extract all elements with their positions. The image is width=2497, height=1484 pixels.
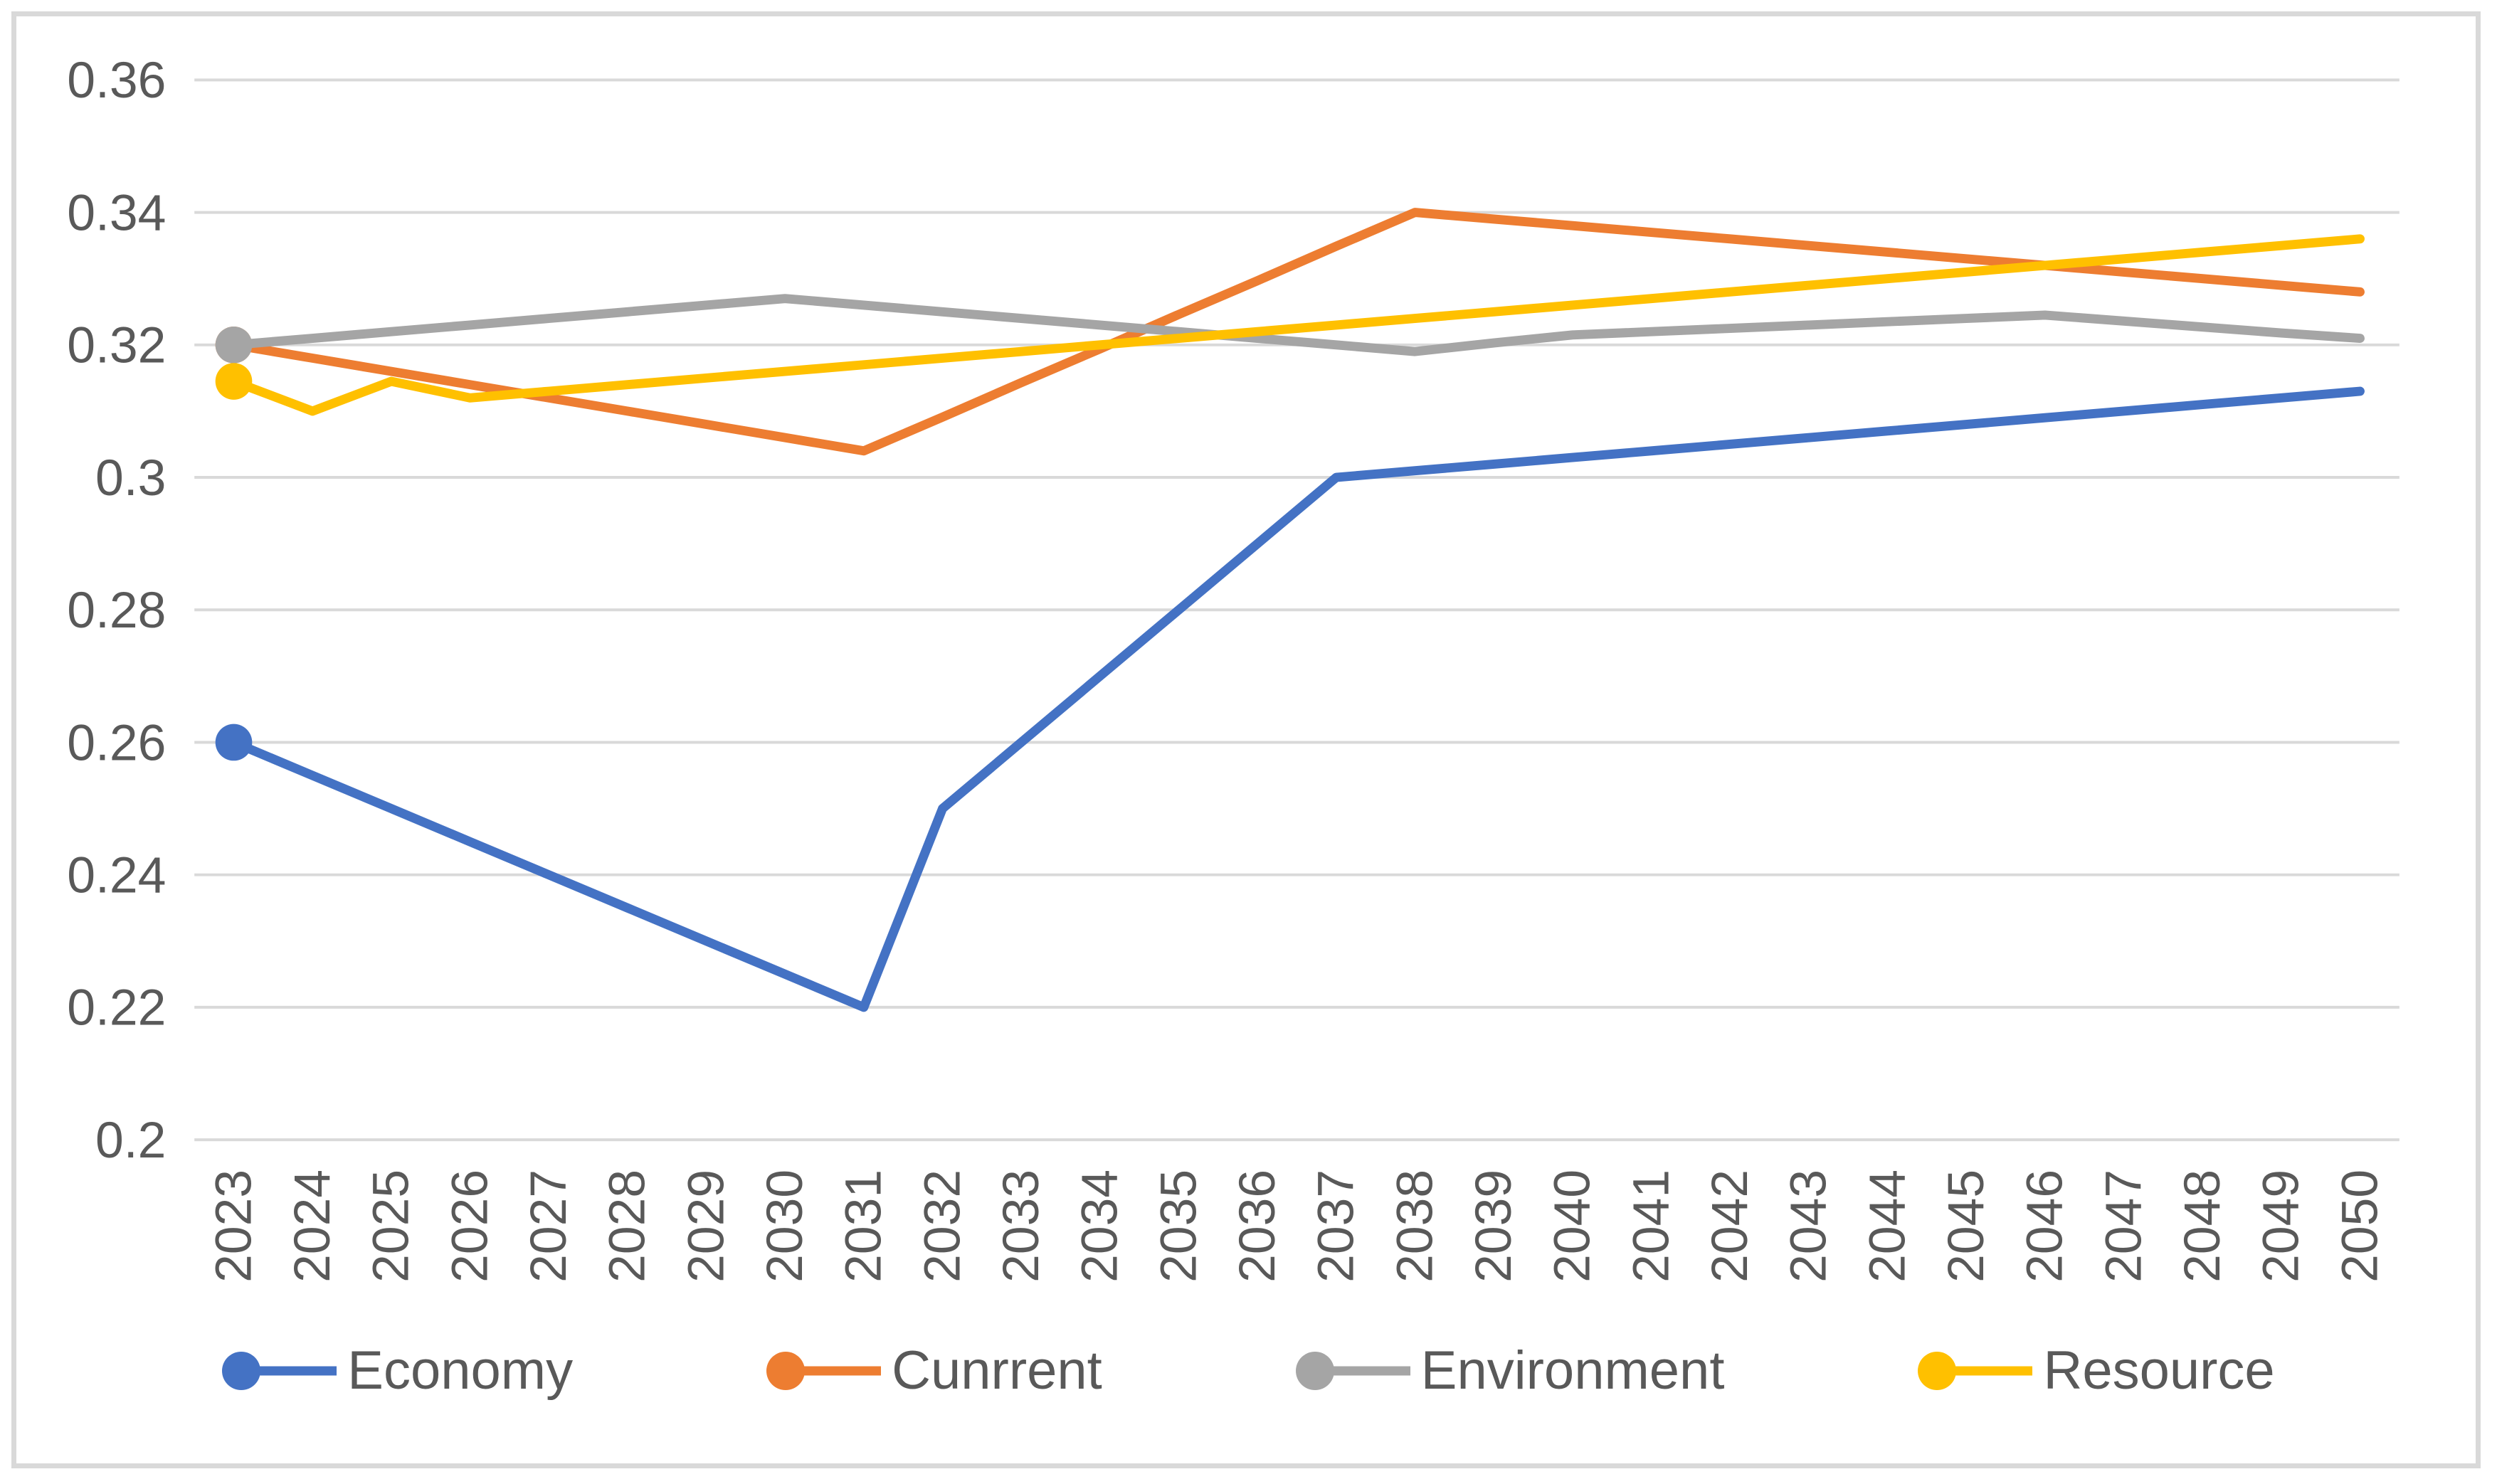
series-first-point-marker-environment xyxy=(215,326,253,364)
legend-label: Environment xyxy=(1420,1340,1725,1401)
series-line-economy xyxy=(229,386,2365,1012)
y-axis-tick-label: 0.32 xyxy=(67,317,166,374)
x-axis-tick-label: 2030 xyxy=(756,1170,813,1283)
x-axis-tick-label: 2023 xyxy=(205,1170,262,1283)
y-axis-tick-label: 0.22 xyxy=(67,980,166,1037)
x-axis-tick-label: 2038 xyxy=(1386,1170,1443,1283)
x-axis-tick-label: 2047 xyxy=(2095,1170,2152,1283)
series-line-environment xyxy=(229,294,2365,356)
x-axis-tick-label: 2035 xyxy=(1150,1170,1207,1283)
legend-label: Economy xyxy=(347,1340,574,1401)
legend-label: Cunrrent xyxy=(892,1340,1102,1401)
legend-item-economy: Economy xyxy=(217,1340,573,1401)
x-axis-tick-label: 2031 xyxy=(835,1170,892,1283)
y-axis-tick-label: 0.28 xyxy=(67,582,166,639)
x-axis-tick-label: 2041 xyxy=(1622,1170,1679,1283)
x-axis-tick-label: 2039 xyxy=(1465,1170,1522,1283)
y-axis-tick-label: 0.3 xyxy=(95,450,166,507)
x-axis-tick-label: 2050 xyxy=(2331,1170,2388,1283)
legend-item-environment: Environment xyxy=(1291,1340,1725,1401)
series-line-resource xyxy=(229,234,2365,416)
x-axis-tick-label: 2029 xyxy=(677,1170,734,1283)
x-axis-tick-label: 2044 xyxy=(1859,1170,1916,1283)
x-axis-tick-label: 2025 xyxy=(363,1170,420,1283)
legend-marker-icon xyxy=(766,1351,882,1390)
y-axis-tick-label: 0.2 xyxy=(95,1112,166,1169)
chart-legend: Economy Cunrrent Environment Resource xyxy=(16,1340,2476,1401)
x-axis-tick-label: 2024 xyxy=(284,1170,341,1283)
x-axis-tick-label: 2048 xyxy=(2174,1170,2231,1283)
x-axis-tick-label: 2036 xyxy=(1229,1170,1286,1283)
x-axis-tick-label: 2043 xyxy=(1780,1170,1837,1283)
legend-marker-icon xyxy=(222,1351,337,1390)
legend-item-cunrrent: Cunrrent xyxy=(761,1340,1102,1401)
series-line-cunrrent xyxy=(229,208,2365,456)
y-axis-tick-label: 0.34 xyxy=(67,184,166,241)
legend-item-resource: Resource xyxy=(1913,1340,2275,1401)
x-axis-tick-label: 2028 xyxy=(599,1170,656,1283)
x-axis-tick-label: 2049 xyxy=(2253,1170,2310,1283)
x-axis-tick-label: 2040 xyxy=(1544,1170,1601,1283)
x-axis-tick-label: 2037 xyxy=(1308,1170,1365,1283)
line-chart-plot: 0.36 0.34 0.32 0.3 0.28 0.26 0.24 0.22 0.2 2023 20… xyxy=(67,52,2400,1283)
series-first-point-marker-resource xyxy=(215,363,253,400)
legend-marker-icon xyxy=(1295,1351,1410,1390)
x-axis-tick-label: 2032 xyxy=(914,1170,971,1283)
x-axis-tick-label: 2027 xyxy=(520,1170,577,1283)
series-first-point-marker-economy xyxy=(215,724,253,761)
x-axis-tick-label: 2034 xyxy=(1072,1170,1129,1283)
x-axis-tick-label: 2045 xyxy=(1938,1170,1995,1283)
x-axis-tick-label: 2033 xyxy=(993,1170,1050,1283)
legend-label: Resource xyxy=(2043,1340,2275,1401)
gridlines xyxy=(194,78,2400,1142)
legend-marker-icon xyxy=(1918,1351,2033,1390)
x-axis-tick-label: 2046 xyxy=(2017,1170,2074,1283)
y-axis-tick-label: 0.36 xyxy=(67,52,166,109)
y-axis-tick-label: 0.26 xyxy=(67,714,166,771)
x-axis-tick-label: 2042 xyxy=(1701,1170,1758,1283)
chart-frame: 0.36 0.34 0.32 0.3 0.28 0.26 0.24 0.22 0.2 2023 20… xyxy=(11,11,2481,1468)
y-axis-tick-label: 0.24 xyxy=(67,847,166,904)
x-axis-tick-label: 2026 xyxy=(441,1170,498,1283)
